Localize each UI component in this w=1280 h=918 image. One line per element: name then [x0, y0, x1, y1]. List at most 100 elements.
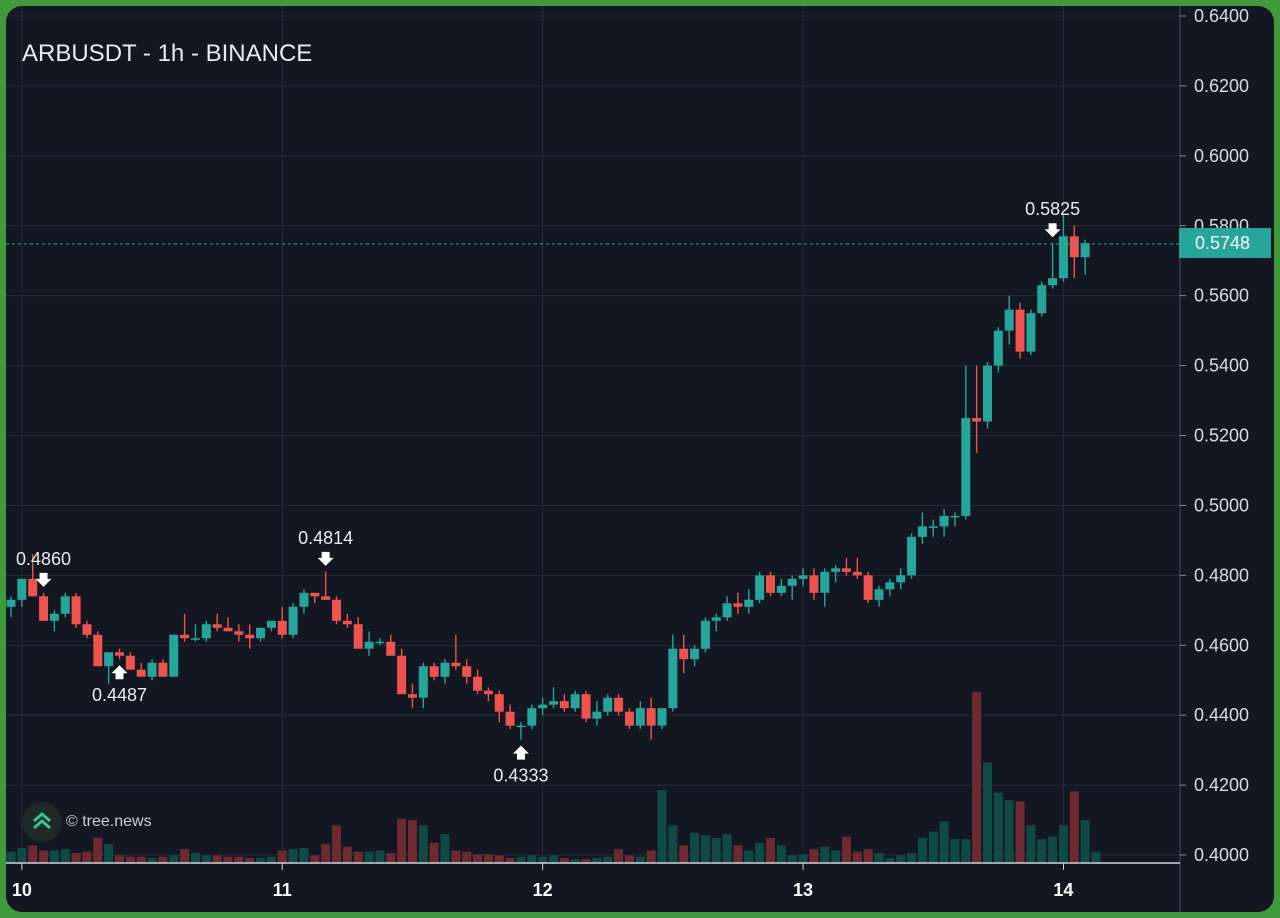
candle-body	[831, 568, 841, 572]
candle-body	[364, 641, 374, 649]
candle-body	[527, 708, 537, 726]
volume-bar	[28, 845, 38, 863]
candle-body	[581, 694, 591, 719]
candle-body	[690, 648, 700, 660]
volume-bar	[462, 851, 472, 863]
candle-body	[972, 418, 982, 422]
candle-body	[559, 701, 569, 709]
candle-body	[39, 596, 49, 621]
volume-bar	[158, 856, 168, 863]
candle-body	[624, 711, 634, 726]
volume-bar	[722, 834, 732, 863]
volume-bar	[603, 856, 613, 863]
candle-body	[939, 515, 949, 527]
candle-body	[429, 666, 439, 677]
volume-bar	[635, 856, 645, 863]
high-label: 0.4860	[16, 549, 71, 569]
candle-body	[928, 526, 938, 528]
volume-bar	[266, 856, 276, 863]
volume-bar	[223, 856, 233, 863]
volume-bar	[375, 850, 385, 863]
y-tick-label: 0.6400	[1194, 6, 1249, 26]
volume-bar	[234, 856, 244, 863]
candle-body	[766, 575, 775, 593]
candle-body	[190, 638, 200, 640]
volume-bar	[863, 849, 873, 863]
volume-bar	[1037, 839, 1047, 863]
candle-body	[82, 624, 92, 635]
candle-body	[277, 620, 287, 635]
volume-bar	[310, 855, 320, 863]
candle-body	[809, 575, 819, 593]
x-tick-label: 12	[533, 880, 553, 900]
volume-bar	[1091, 851, 1101, 863]
candle-body	[332, 599, 341, 621]
candle-body	[418, 666, 428, 698]
candle-body	[201, 624, 211, 639]
candle-body	[104, 652, 114, 667]
candle-body	[603, 697, 613, 712]
candle-body	[516, 725, 526, 728]
volume-bar	[364, 851, 374, 863]
y-tick-label: 0.4800	[1194, 565, 1249, 585]
candle-body	[256, 627, 266, 639]
y-tick-label: 0.4000	[1194, 845, 1249, 865]
candle-body	[549, 701, 558, 705]
volume-bar	[451, 850, 461, 863]
volume-bar	[483, 854, 493, 863]
candle-body	[451, 662, 461, 667]
volume-bar	[1015, 801, 1025, 863]
volume-bar	[972, 692, 982, 863]
volume-bar	[852, 851, 862, 863]
volume-bar	[418, 825, 428, 863]
candle-body	[17, 578, 27, 600]
candle-body	[917, 526, 927, 537]
volume-bar	[505, 857, 515, 863]
candle-body	[733, 603, 743, 607]
candle-body	[592, 711, 602, 719]
volume-bar	[679, 845, 689, 863]
candle-body	[1058, 236, 1068, 279]
tree-news-logo-icon	[22, 802, 62, 842]
candle-body	[1026, 313, 1036, 352]
candle-body	[538, 704, 548, 709]
candle-body	[93, 634, 103, 667]
volume-bar	[744, 850, 754, 863]
arrow-up-icon	[512, 745, 529, 760]
volume-bar	[549, 855, 558, 863]
volume-bar	[49, 850, 59, 863]
candle-body	[212, 624, 222, 628]
volume-bar	[1026, 825, 1036, 863]
volume-bar	[961, 839, 971, 863]
watermark: © tree.news	[22, 802, 152, 842]
candle-body	[646, 708, 656, 726]
candle-body	[787, 578, 797, 586]
candle-body	[180, 634, 190, 639]
candle-body	[234, 631, 244, 635]
volume-bar	[180, 849, 190, 863]
volume-bar	[690, 832, 700, 863]
y-tick-label: 0.4600	[1194, 635, 1249, 655]
y-tick-label: 0.5400	[1194, 356, 1249, 376]
y-tick-label: 0.4200	[1194, 775, 1249, 795]
candle-body	[679, 648, 689, 660]
y-tick-label: 0.5000	[1194, 495, 1249, 515]
candle-body	[1080, 243, 1090, 258]
volume-bar	[1058, 825, 1068, 863]
candle-body	[983, 365, 992, 422]
volume-bar	[17, 847, 27, 863]
arrow-down-icon	[35, 572, 52, 587]
volume-bar	[1004, 800, 1014, 863]
y-tick-label: 0.4400	[1194, 705, 1249, 725]
candle-body	[700, 620, 710, 649]
candle-body	[353, 624, 363, 649]
candle-body	[852, 571, 862, 576]
candle-body	[1015, 309, 1025, 352]
candle-body	[60, 596, 70, 614]
candle-body	[950, 515, 960, 518]
candle-body	[473, 676, 483, 691]
candle-body	[169, 634, 179, 677]
volume-bar	[212, 855, 222, 863]
volume-bar	[939, 821, 949, 863]
candle-body	[223, 627, 233, 632]
